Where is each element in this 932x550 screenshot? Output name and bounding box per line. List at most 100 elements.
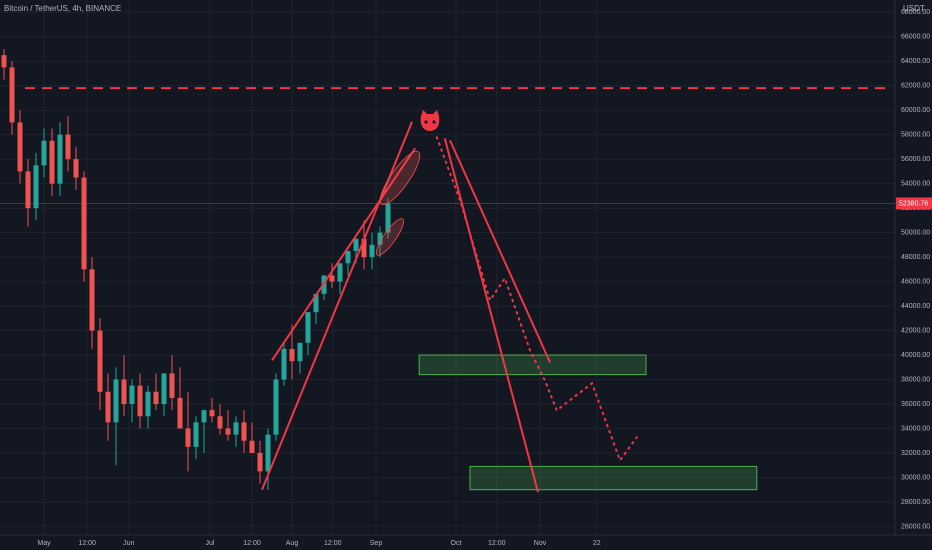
candle-body: [33, 165, 39, 209]
y-tick-label: 26000.00: [901, 523, 930, 530]
candle-body: [257, 452, 263, 472]
candle-body: [105, 391, 111, 423]
candle-body: [57, 134, 63, 184]
x-tick-label: Jun: [123, 540, 134, 547]
zone: [469, 465, 758, 491]
candle-body: [201, 410, 207, 423]
x-tick-label: 12:00: [488, 540, 506, 547]
y-tick-label: 48000.00: [901, 254, 930, 261]
candle-body: [193, 422, 199, 447]
candle-body: [169, 373, 175, 398]
candle-body: [281, 348, 287, 380]
y-tick-label: 32000.00: [901, 450, 930, 457]
highlight: [376, 218, 404, 256]
cat-icon: [420, 110, 440, 131]
last-price-label: 52380.76: [899, 200, 928, 207]
x-tick-label: Sep: [370, 540, 383, 547]
candle-body: [241, 422, 247, 441]
candle-body: [9, 67, 15, 123]
candle-body: [73, 159, 79, 178]
candle-body: [89, 269, 95, 331]
candle-body: [113, 379, 119, 423]
chart-title: Bitcoin / TetherUS, 4h, BINANCE: [4, 4, 121, 13]
x-tick-label: 12:00: [243, 540, 261, 547]
candle-body: [209, 410, 215, 417]
candle-body: [177, 397, 183, 429]
y-tick-label: 68000.00: [901, 9, 930, 16]
candle-body: [225, 428, 231, 435]
y-tick-label: 58000.00: [901, 132, 930, 139]
y-tick-label: 64000.00: [901, 58, 930, 65]
candle-body: [273, 379, 279, 435]
x-tick-label: 22: [593, 540, 601, 547]
candle-body: [313, 293, 319, 313]
candle-body: [217, 416, 223, 429]
candle-body: [185, 428, 191, 447]
candle-body: [137, 385, 143, 417]
y-tick-label: 34000.00: [901, 425, 930, 432]
y-tick-label: 28000.00: [901, 499, 930, 506]
candle-body: [65, 134, 71, 160]
candle-body: [17, 122, 23, 172]
candle-body: [305, 312, 311, 343]
last-price-box: [896, 197, 932, 210]
candle-body: [289, 348, 295, 362]
x-tick-label: Aug: [286, 540, 299, 547]
candle-body: [121, 379, 127, 405]
trend-line: [271, 147, 417, 361]
candle-body: [97, 330, 103, 392]
drawings: [25, 87, 890, 493]
projection-path: [435, 136, 638, 463]
trend-line: [443, 138, 539, 493]
candle-body: [129, 385, 135, 405]
candle-body: [1, 55, 7, 68]
candle-body: [249, 440, 255, 453]
x-tick-label: Nov: [534, 540, 547, 547]
y-tick-label: 42000.00: [901, 327, 930, 334]
candle-body: [329, 275, 335, 282]
y-tick-label: 30000.00: [901, 474, 930, 481]
y-tick-label: 44000.00: [901, 303, 930, 310]
marks: [0, 48, 895, 490]
y-tick-label: 40000.00: [901, 352, 930, 359]
x-tick-label: May: [37, 540, 51, 547]
x-tick-label: 12:00: [78, 540, 96, 547]
candle-body: [353, 238, 359, 251]
x-tick-label: Oct: [451, 540, 462, 547]
candle-body: [233, 422, 239, 435]
candle-body: [345, 250, 351, 264]
y-tick-label: 50000.00: [901, 229, 930, 236]
candle-body: [49, 140, 55, 184]
y-tick-label: 54000.00: [901, 180, 930, 187]
y-tick-label: 56000.00: [901, 156, 930, 163]
candle-body: [153, 391, 159, 405]
x-tick-label: Jul: [206, 540, 215, 547]
candle-body: [297, 342, 303, 362]
candle-body: [161, 373, 167, 405]
y-tick-label: 36000.00: [901, 401, 930, 408]
trend-line: [449, 139, 551, 363]
unit-label: USDT: [903, 4, 925, 13]
y-tick-label: 66000.00: [901, 34, 930, 41]
candle-body: [337, 263, 343, 282]
trend-line: [261, 121, 413, 491]
candle-body: [361, 238, 367, 258]
zone: [418, 354, 647, 376]
candle-body: [145, 391, 151, 417]
candle-body: [41, 140, 47, 166]
y-tick-label: 38000.00: [901, 376, 930, 383]
candle-body: [369, 244, 375, 258]
highlight: [379, 150, 421, 206]
candle-body: [265, 434, 271, 472]
y-tick-label: 46000.00: [901, 278, 930, 285]
candle-body: [385, 203, 391, 233]
y-tick-label: 60000.00: [901, 107, 930, 114]
candle-body: [25, 171, 31, 209]
x-tick-label: 12:00: [324, 540, 342, 547]
candle-body: [81, 177, 87, 270]
candle-body: [377, 232, 383, 245]
y-tick-label: 62000.00: [901, 83, 930, 90]
